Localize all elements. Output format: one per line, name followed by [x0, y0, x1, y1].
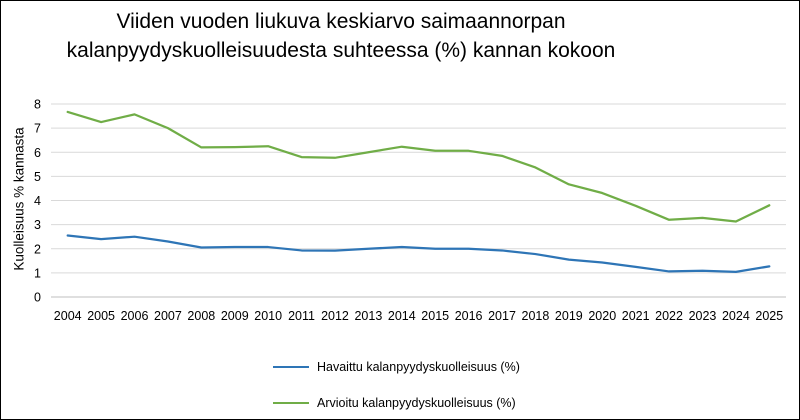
legend-swatch-estimated	[273, 402, 309, 404]
x-tick-label: 2014	[388, 309, 416, 323]
legend-label-estimated: Arvioitu kalanpyydyskuolleisuus (%)	[317, 396, 516, 410]
x-tick-label: 2012	[321, 309, 349, 323]
x-tick-label: 2004	[54, 309, 82, 323]
x-tick-label: 2005	[87, 309, 115, 323]
legend-item-observed: Havaittu kalanpyydyskuolleisuus (%)	[273, 357, 520, 377]
x-tick-label: 2006	[121, 309, 149, 323]
x-tick-label: 2011	[288, 309, 315, 323]
legend-swatch-observed	[273, 366, 309, 368]
x-tick-label: 2009	[221, 309, 249, 323]
y-tick-label: 3	[34, 218, 41, 232]
x-tick-label: 2017	[488, 309, 516, 323]
x-tick-label: 2025	[755, 309, 783, 323]
x-tick-label: 2019	[555, 309, 583, 323]
series-line-estimated	[66, 110, 771, 223]
chart-title-line-2: kalanpyydyskuolleisuudesta suhteessa (%)…	[66, 39, 616, 62]
x-tick-label: 2018	[522, 309, 550, 323]
chart-title-line-1: Viiden vuoden liukuva keskiarvo saimaann…	[116, 10, 566, 33]
x-tick-label: 2010	[254, 309, 282, 323]
y-tick-label: 7	[34, 122, 41, 136]
y-tick-label: 5	[34, 170, 41, 184]
legend-item-estimated: Arvioitu kalanpyydyskuolleisuus (%)	[273, 393, 520, 413]
series-line-observed	[66, 234, 771, 274]
y-tick-label: 6	[34, 146, 41, 160]
x-tick-label: 2023	[689, 309, 717, 323]
x-tick-label: 2013	[354, 309, 382, 323]
x-tick-label: 2022	[655, 309, 683, 323]
x-tick-label: 2020	[588, 309, 616, 323]
y-tick-label: 0	[34, 291, 41, 305]
y-tick-label: 2	[34, 242, 41, 256]
y-tick-label: 4	[34, 194, 41, 208]
legend-label-observed: Havaittu kalanpyydyskuolleisuus (%)	[317, 360, 520, 374]
x-tick-label: 2008	[187, 309, 215, 323]
y-tick-label: 8	[34, 98, 41, 112]
y-tick-label: 1	[34, 266, 41, 280]
x-tick-label: 2024	[722, 309, 750, 323]
x-tick-label: 2021	[622, 309, 650, 323]
x-tick-label: 2015	[421, 309, 449, 323]
legend: Havaittu kalanpyydyskuolleisuus (%) Arvi…	[273, 357, 520, 419]
x-tick-label: 2007	[154, 309, 182, 323]
x-tick-label: 2016	[455, 309, 483, 323]
chart-title: Viiden vuoden liukuva keskiarvo saimaann…	[1, 7, 681, 65]
